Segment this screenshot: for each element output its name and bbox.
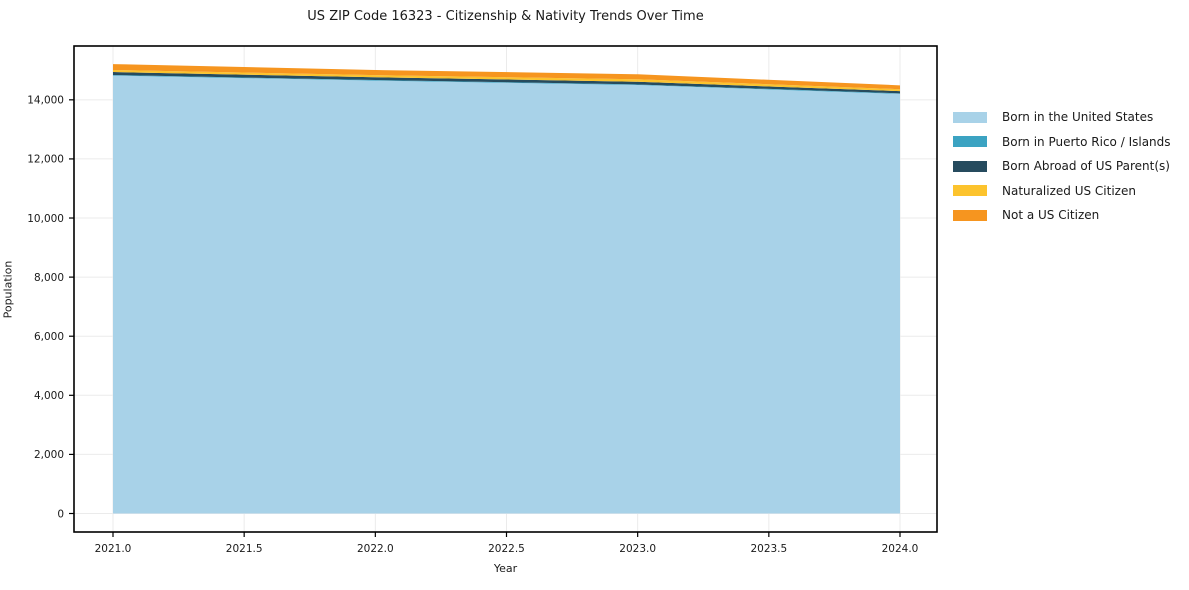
x-tick-label: 2021.5 <box>226 543 263 555</box>
area-series-3 <box>113 69 900 92</box>
x-tick-label: 2023.5 <box>750 543 787 555</box>
area-series-0 <box>113 75 900 514</box>
legend-item-3: Naturalized US Citizen <box>953 179 1171 204</box>
area-series-2 <box>113 72 900 94</box>
y-tick-label: 14,000 <box>27 95 64 107</box>
y-tick-label: 8,000 <box>34 272 64 284</box>
legend-label: Born in Puerto Rico / Islands <box>1002 134 1171 149</box>
x-tick-label: 2022.5 <box>488 543 525 555</box>
legend-swatch <box>953 185 987 197</box>
legend-swatch <box>953 209 987 221</box>
x-tick-label: 2023.0 <box>619 543 656 555</box>
legend-label: Born Abroad of US Parent(s) <box>1002 159 1170 174</box>
legend-label: Born in the United States <box>1002 110 1154 125</box>
plot-frame <box>73 45 938 533</box>
x-tick-label: 2022.0 <box>357 543 394 555</box>
y-tick-label: 2,000 <box>34 449 64 461</box>
legend-item-4: Not a US Citizen <box>953 203 1171 228</box>
x-tick-label: 2021.0 <box>95 543 132 555</box>
y-tick-label: 12,000 <box>27 154 64 166</box>
chart-title: US ZIP Code 16323 - Citizenship & Nativi… <box>307 9 704 24</box>
area-series-4 <box>113 64 900 90</box>
y-tick-label: 10,000 <box>27 213 64 225</box>
legend-swatch <box>953 136 987 148</box>
legend-swatch <box>953 111 987 123</box>
legend-item-0: Born in the United States <box>953 105 1171 130</box>
x-tick-label: 2024.0 <box>882 543 919 555</box>
x-axis-label: Year <box>493 562 518 575</box>
legend: Born in the United States Born in Puerto … <box>953 105 1171 228</box>
legend-swatch <box>953 160 987 172</box>
legend-item-2: Born Abroad of US Parent(s) <box>953 154 1171 179</box>
legend-item-1: Born in Puerto Rico / Islands <box>953 130 1171 155</box>
area-series-1 <box>113 75 900 94</box>
legend-label: Naturalized US Citizen <box>1002 183 1136 198</box>
legend-label: Not a US Citizen <box>1002 208 1100 223</box>
y-tick-label: 0 <box>57 508 64 520</box>
y-tick-label: 4,000 <box>34 390 64 402</box>
y-axis-label: Population <box>1 260 15 319</box>
y-tick-label: 6,000 <box>34 331 64 343</box>
